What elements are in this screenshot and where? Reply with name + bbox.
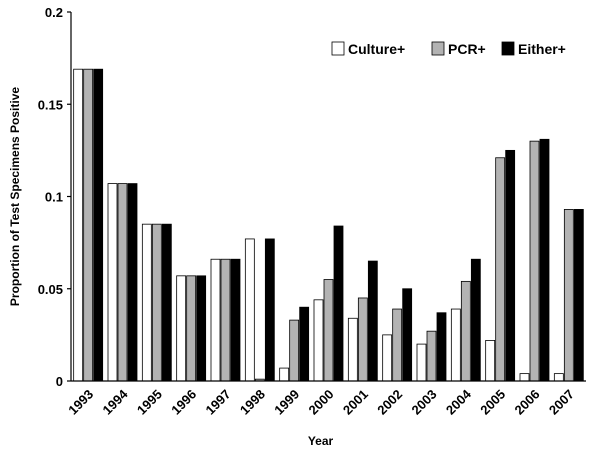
x-tick-label: 2007 [546,387,577,418]
bar-culture-2001 [347,317,358,382]
bar-culture-2004 [450,308,461,382]
x-tick-label: 1998 [237,387,268,418]
bar-either-2002 [402,288,413,382]
bar-either-2005 [505,149,516,382]
bar-either-1993 [93,68,104,382]
bar-either-2001 [367,260,378,382]
bar-either-2006 [539,138,550,382]
bar-culture-1994 [107,183,118,382]
bar-pcr-1994 [117,183,128,382]
bar-either-2007 [573,209,584,382]
bar-pcr-2006 [529,140,540,382]
x-tick-label: 2004 [443,386,475,418]
legend-label-either: Either+ [518,41,566,57]
bar-culture-2005 [485,340,496,382]
y-tick-label: 0.15 [38,97,63,112]
bar-pcr-2007 [563,209,574,382]
bar-culture-2002 [382,334,393,382]
legend-swatch-either [501,41,515,56]
bar-culture-2000 [313,299,324,382]
bar-pcr-2000 [323,279,334,382]
x-tick-label: 1999 [271,387,302,418]
x-tick-label: 2005 [477,387,508,418]
bar-culture-1996 [176,275,187,382]
legend-label-pcr: PCR+ [448,41,486,57]
bar-culture-1997 [210,258,221,382]
bar-pcr-1995 [151,223,162,382]
bar-pcr-1993 [83,68,94,382]
bar-pcr-2001 [357,297,368,382]
bar-either-1994 [127,183,138,382]
bar-culture-2003 [416,343,427,382]
bar-culture-1993 [73,68,84,382]
bars-group [73,68,584,382]
x-tick-label: 1993 [65,387,96,418]
y-tick-label: 0 [56,374,63,389]
bar-pcr-1999 [289,319,300,382]
legend-label-culture: Culture+ [348,41,405,57]
y-tick-label: 0.1 [45,190,63,205]
bar-either-1998 [264,238,275,382]
x-tick-label: 1997 [203,387,234,418]
x-tick-label: 1996 [168,387,199,418]
x-tick-label: 1995 [134,387,165,418]
legend: Culture+ PCR+ Either+ [331,41,566,57]
bar-pcr-1997 [220,258,231,382]
bar-pcr-2005 [495,157,506,382]
bar-either-2000 [333,225,344,382]
bar-either-2003 [436,312,447,382]
bar-either-2004 [470,258,481,382]
bar-culture-2006 [519,373,530,382]
x-tick-label: 1994 [100,386,132,418]
bar-either-1997 [230,258,241,382]
bar-pcr-2004 [460,280,471,382]
bar-either-1996 [196,275,207,382]
bar-either-1995 [161,223,172,382]
legend-swatch-culture [331,41,345,56]
bar-culture-1995 [141,223,152,382]
bar-culture-1999 [279,367,290,382]
bar-culture-1998 [244,238,255,382]
y-axis-title: Proportion of Test Specimens Positive [8,87,22,306]
x-tick-label: 2000 [306,387,337,418]
legend-swatch-pcr [431,41,445,56]
bar-either-1999 [299,306,310,382]
x-ticks-group: 1993 1994 1995 1996 1997 1998 1999 2000 2001 2002… [65,386,577,418]
bar-pcr-2002 [392,308,403,382]
bar-pcr-2003 [426,330,437,382]
x-tick-label: 2002 [374,387,405,418]
bar-pcr-1996 [186,275,197,382]
x-tick-label: 2001 [340,387,371,418]
y-ticks-group: 0 0.05 0.1 0.15 0.2 [38,5,71,389]
x-tick-label: 2003 [409,387,440,418]
x-axis-title: Year [308,434,334,448]
x-tick-label: 2006 [512,387,543,418]
y-tick-label: 0.05 [38,282,63,297]
y-tick-label: 0.2 [45,5,63,20]
bar-culture-2007 [553,373,564,382]
